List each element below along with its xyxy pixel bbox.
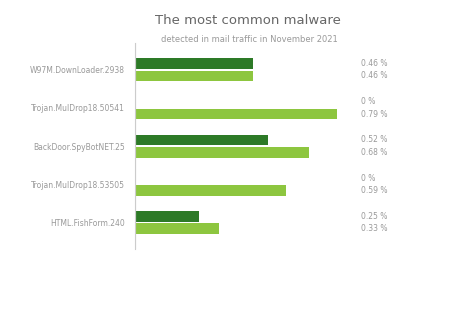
Text: 0 %: 0 % [361,97,376,106]
Text: 0.33 %: 0.33 % [361,224,388,233]
Text: 0 %: 0 % [361,174,376,183]
Text: 0.46 %: 0.46 % [361,71,388,80]
Bar [135,71,252,81]
Text: 0.52 %: 0.52 % [361,135,387,144]
Text: 0.79 %: 0.79 % [361,110,388,119]
Bar [135,185,286,196]
Bar [135,223,220,234]
Bar [135,58,252,69]
Bar [135,147,309,157]
Text: 0.25 %: 0.25 % [361,212,387,221]
Text: 0.46 %: 0.46 % [361,59,388,68]
Bar [135,109,337,120]
Bar [135,211,199,221]
Text: 0.59 %: 0.59 % [361,186,388,195]
Text: 0.68 %: 0.68 % [361,148,387,157]
Title: The most common malware: The most common malware [154,14,341,27]
Text: detected in mail traffic in November 2021: detected in mail traffic in November 202… [162,35,338,44]
Bar [135,135,268,145]
